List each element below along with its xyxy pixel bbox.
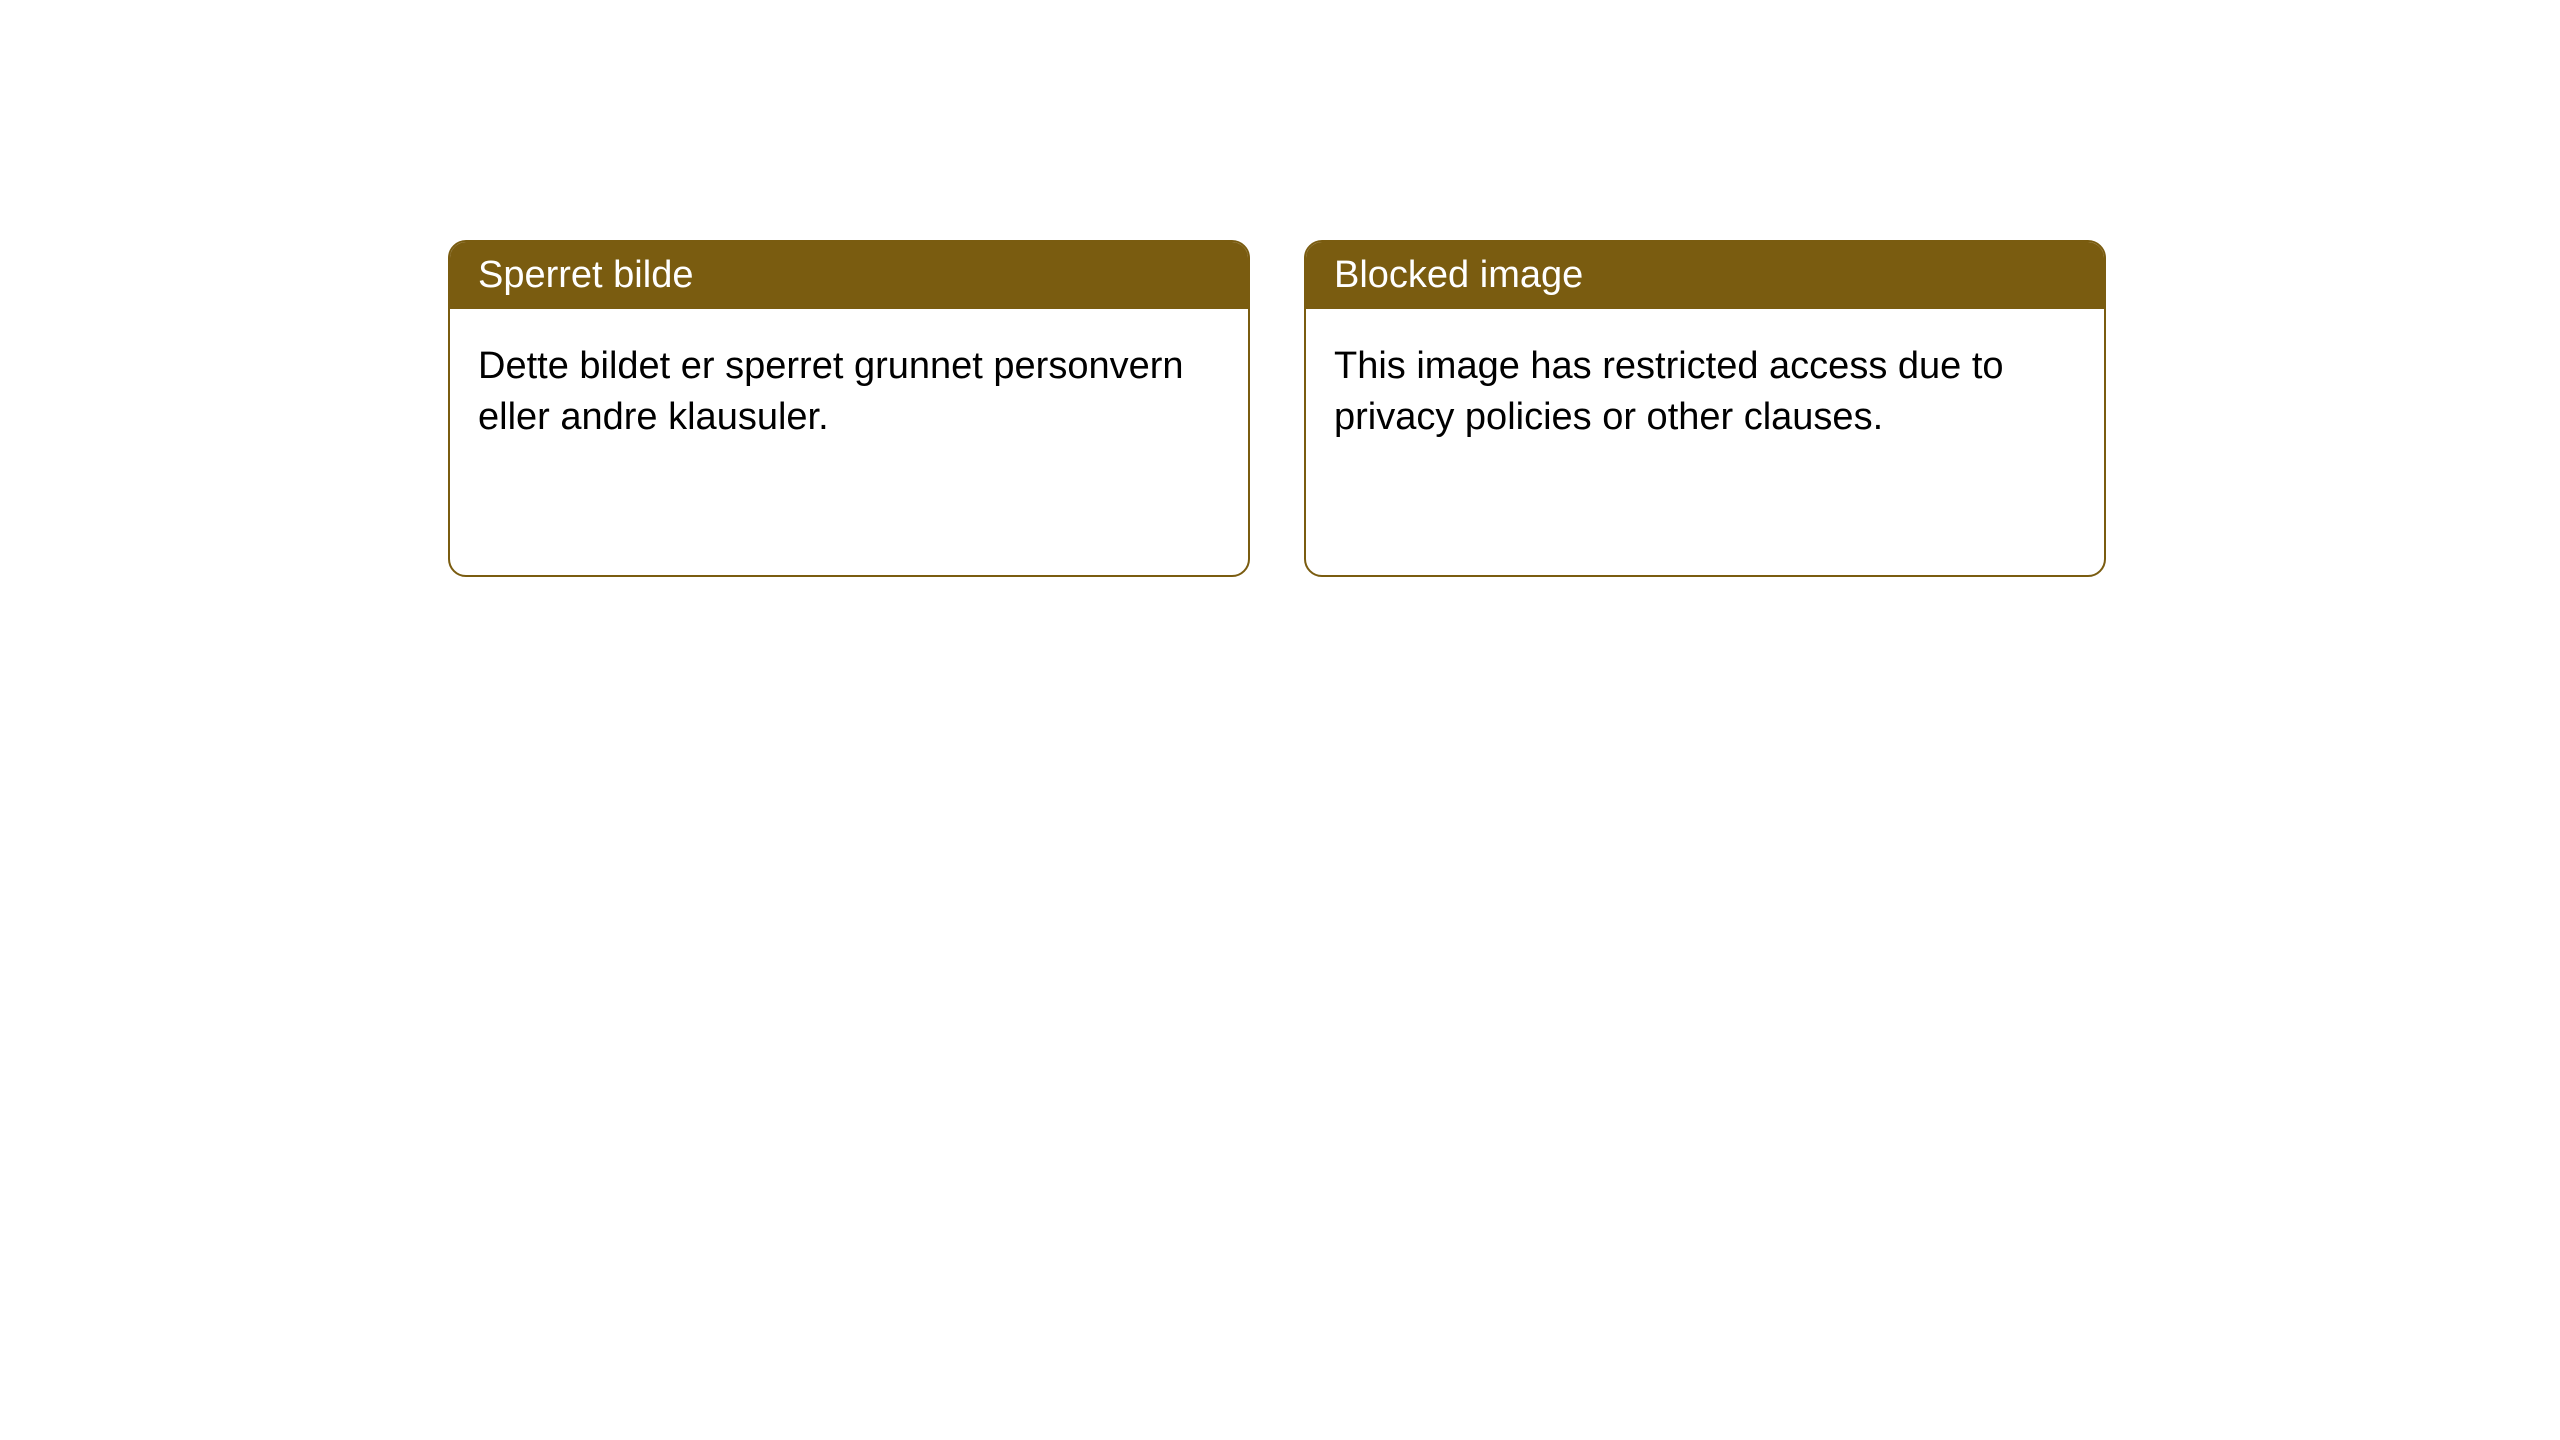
- card-header-en: Blocked image: [1306, 242, 2104, 309]
- blocked-image-card-en: Blocked image This image has restricted …: [1304, 240, 2106, 577]
- card-header-no: Sperret bilde: [450, 242, 1248, 309]
- blocked-image-card-no: Sperret bilde Dette bildet er sperret gr…: [448, 240, 1250, 577]
- card-text-no: Dette bildet er sperret grunnet personve…: [478, 345, 1184, 438]
- card-body-no: Dette bildet er sperret grunnet personve…: [450, 309, 1248, 476]
- card-title-en: Blocked image: [1334, 254, 1583, 296]
- blocked-image-cards: Sperret bilde Dette bildet er sperret gr…: [448, 240, 2106, 577]
- card-body-en: This image has restricted access due to …: [1306, 309, 2104, 476]
- card-title-no: Sperret bilde: [478, 254, 693, 296]
- card-text-en: This image has restricted access due to …: [1334, 345, 2004, 438]
